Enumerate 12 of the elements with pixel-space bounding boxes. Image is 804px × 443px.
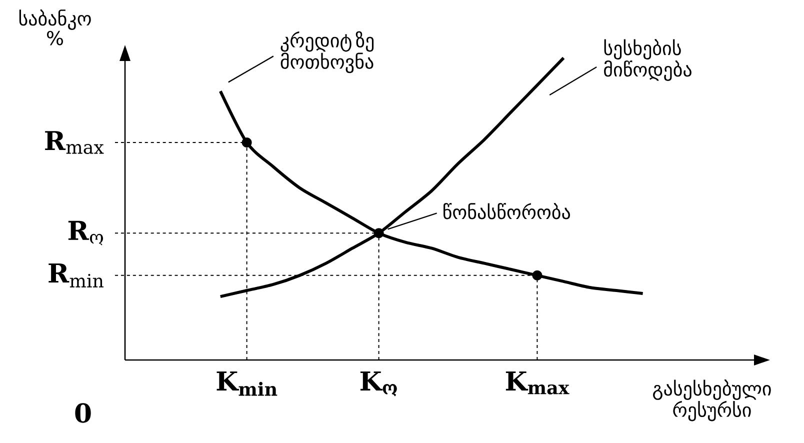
x-tick-label: K$_{max}$ [506, 372, 570, 394]
text: სესხების მიწოდება [604, 39, 692, 81]
ref-line-label: R$_{min}$ [48, 264, 104, 288]
annotation: წონასწორობა [444, 203, 570, 220]
text: 0 [75, 403, 91, 423]
x-tick-label: K$_{ო}$ [360, 372, 397, 396]
ref-line-label: R$_{max}$ [45, 131, 104, 154]
x-axis-title: გასესხებული რესურსი [653, 380, 771, 422]
x-tick-label: K$_{min}$ [216, 372, 278, 396]
ref-line-label: R$_{ო}$ [68, 220, 104, 246]
y-axis-title: საბანკო % [19, 9, 91, 46]
text: კრედიტ ზე მოთხოვნა [280, 31, 374, 74]
